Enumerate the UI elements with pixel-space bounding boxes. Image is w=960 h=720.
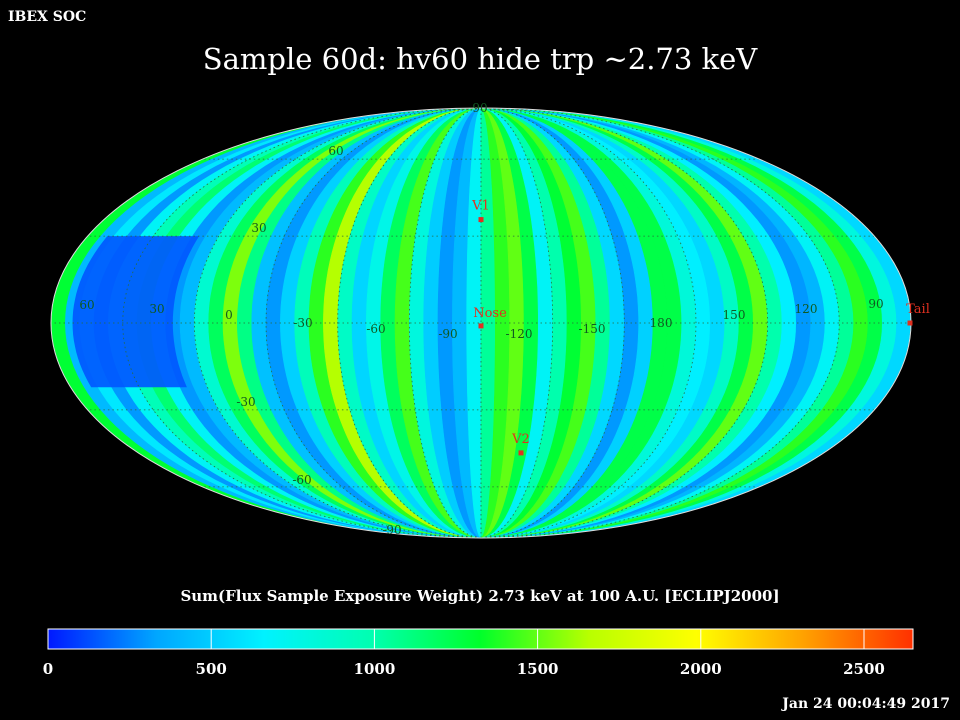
marker-nose xyxy=(478,323,484,329)
longitude-label: 120 xyxy=(795,302,818,316)
latitude-label: -60 xyxy=(292,473,311,487)
colorbar-tick-label: 1500 xyxy=(517,660,559,678)
map-cells xyxy=(51,108,911,538)
marker-label: Nose xyxy=(473,306,507,321)
longitude-label: 0 xyxy=(225,308,233,322)
marker-tail xyxy=(907,320,913,326)
sky-map: 60 30 0 -30 -60 -90 -120 -150 180 150 120 90 90 60 30 -… xyxy=(50,101,930,539)
latitude-label: -90 xyxy=(382,523,401,537)
colorbar-svg: 0 500 1000 1500 2000 2500 xyxy=(43,628,914,678)
chart-title: Sample 60d: hv60 hide trp ~2.73 keV xyxy=(202,42,758,76)
longitude-label: 150 xyxy=(723,308,746,322)
latitude-label: 60 xyxy=(328,144,343,158)
latitude-label: 30 xyxy=(251,221,266,235)
meridian-line xyxy=(265,107,482,539)
longitude-label: -30 xyxy=(293,316,312,330)
latitude-label: 90 xyxy=(472,101,487,115)
longitude-label: -150 xyxy=(579,322,606,336)
longitude-label: 30 xyxy=(149,302,164,316)
meridian-line xyxy=(122,107,482,539)
low-flux-region xyxy=(72,236,200,388)
marker-v2 xyxy=(518,450,524,456)
longitude-label: 180 xyxy=(650,316,673,330)
colorbar-tick-label: 2500 xyxy=(843,660,885,678)
longitude-label: -90 xyxy=(438,327,457,341)
meridian-line xyxy=(480,107,697,539)
colorbar: 0 500 1000 1500 2000 2500 xyxy=(0,620,960,690)
marker-label: Tail xyxy=(906,302,930,317)
marker-label: V1 xyxy=(471,199,490,214)
colorbar-label: Sum(Flux Sample Exposure Weight) 2.73 ke… xyxy=(180,587,780,605)
mollweide-map: 60 30 0 -30 -60 -90 -120 -150 180 150 120 90 90 60 30 -… xyxy=(50,101,930,539)
longitude-label: 60 xyxy=(79,298,94,312)
longitude-label: 90 xyxy=(868,297,883,311)
colorbar-gradient xyxy=(47,628,914,650)
latitude-label: -30 xyxy=(236,395,255,409)
timestamp: Jan 24 00:04:49 2017 xyxy=(782,696,950,712)
meridian-line xyxy=(480,107,554,539)
app-label: IBEX SOC xyxy=(8,9,87,25)
meridian-line xyxy=(480,107,769,539)
colorbar-tick-label: 1000 xyxy=(354,660,396,678)
colorbar-tick-label: 0 xyxy=(43,660,53,678)
colorbar-tick-label: 2000 xyxy=(680,660,722,678)
longitude-label: -120 xyxy=(506,327,533,341)
marker-label: V2 xyxy=(511,432,530,447)
meridian-line xyxy=(337,107,482,539)
meridian-line xyxy=(480,107,625,539)
marker-v1 xyxy=(478,217,484,223)
colorbar-tick-label: 500 xyxy=(196,660,227,678)
longitude-label: -60 xyxy=(366,322,385,336)
